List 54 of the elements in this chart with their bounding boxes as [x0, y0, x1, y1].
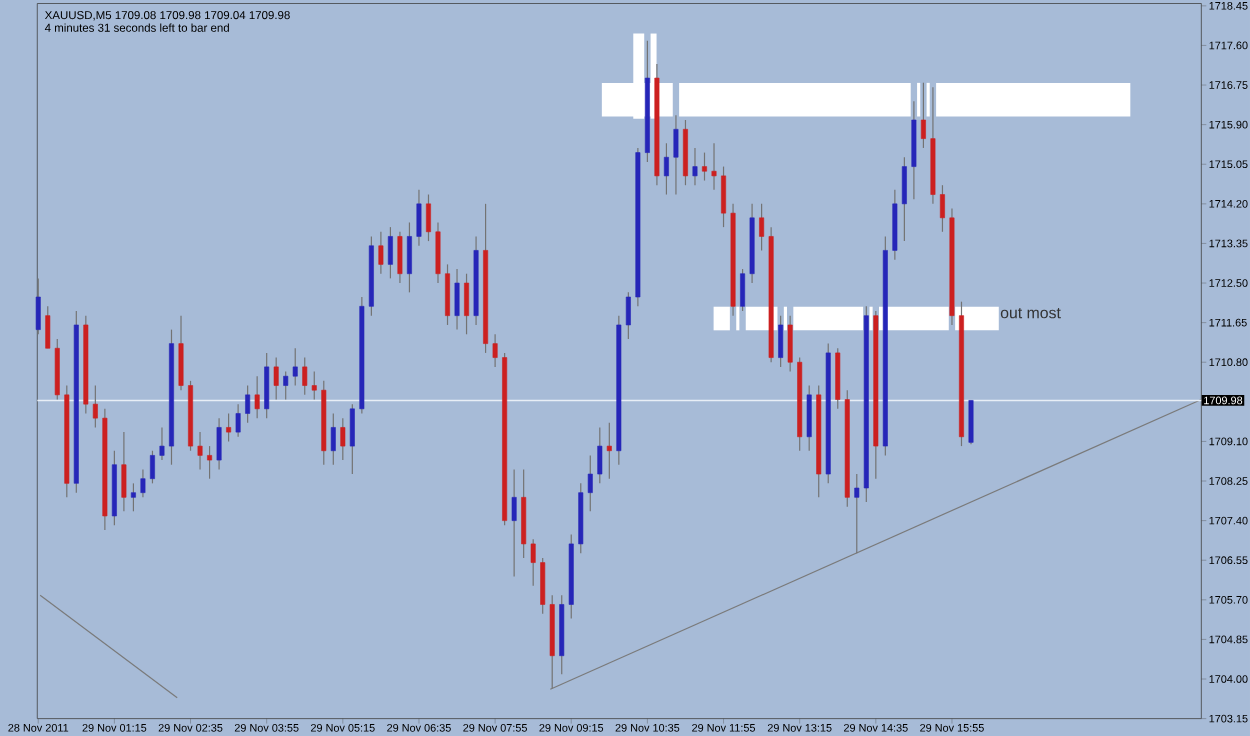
candlestick: [711, 142, 717, 191]
candlestick: [939, 184, 945, 233]
candlestick: [178, 314, 184, 391]
candlestick: [901, 156, 907, 242]
candlestick: [892, 189, 898, 261]
candlestick: [740, 268, 746, 312]
candlestick: [702, 151, 707, 181]
candlestick: [349, 403, 355, 475]
candlestick: [121, 431, 127, 512]
candlestick: [92, 384, 98, 428]
candlestick: [911, 100, 917, 200]
candlestick: [530, 538, 536, 587]
candlestick: [330, 412, 336, 466]
candlestick: [692, 147, 698, 186]
candlestick: [968, 399, 974, 445]
candlestick: [235, 403, 241, 438]
candlestick: [226, 412, 232, 442]
candlestick: [663, 142, 669, 195]
candlestick: [511, 468, 517, 577]
candlestick: [426, 193, 431, 242]
candlestick: [340, 417, 346, 461]
candlestick: [464, 272, 470, 335]
candlestick: [673, 114, 679, 195]
candlestick: [197, 431, 203, 470]
candlestick: [787, 314, 793, 372]
candlestick: [130, 482, 136, 512]
candlestick: [778, 314, 784, 368]
candlestick: [597, 426, 603, 484]
candlestick: [606, 421, 612, 480]
candlestick: [625, 291, 631, 340]
candlestick: [806, 384, 812, 452]
candlestick: [159, 426, 165, 461]
candlestick: [378, 230, 384, 275]
candlestick: [245, 384, 251, 424]
candlestick: [445, 263, 450, 326]
candlestick: [254, 375, 260, 419]
candlestick: [216, 417, 222, 470]
candlestick: [416, 189, 422, 247]
candlestick: [140, 468, 146, 498]
candlestick: [492, 333, 498, 368]
candlestick: [207, 445, 213, 480]
candlestick: [273, 356, 279, 400]
candlestick: [149, 449, 155, 484]
candlestick: [35, 277, 41, 335]
candlestick: [721, 165, 726, 228]
candlestick: [682, 119, 688, 186]
candlestick: [406, 221, 412, 293]
candlestick: [521, 468, 527, 559]
candlestick: [397, 230, 403, 284]
candlestick: [387, 226, 393, 279]
candlestick: [435, 221, 441, 284]
candlestick: [759, 202, 765, 251]
candlestick: [454, 268, 460, 330]
candlestick: [264, 352, 270, 419]
